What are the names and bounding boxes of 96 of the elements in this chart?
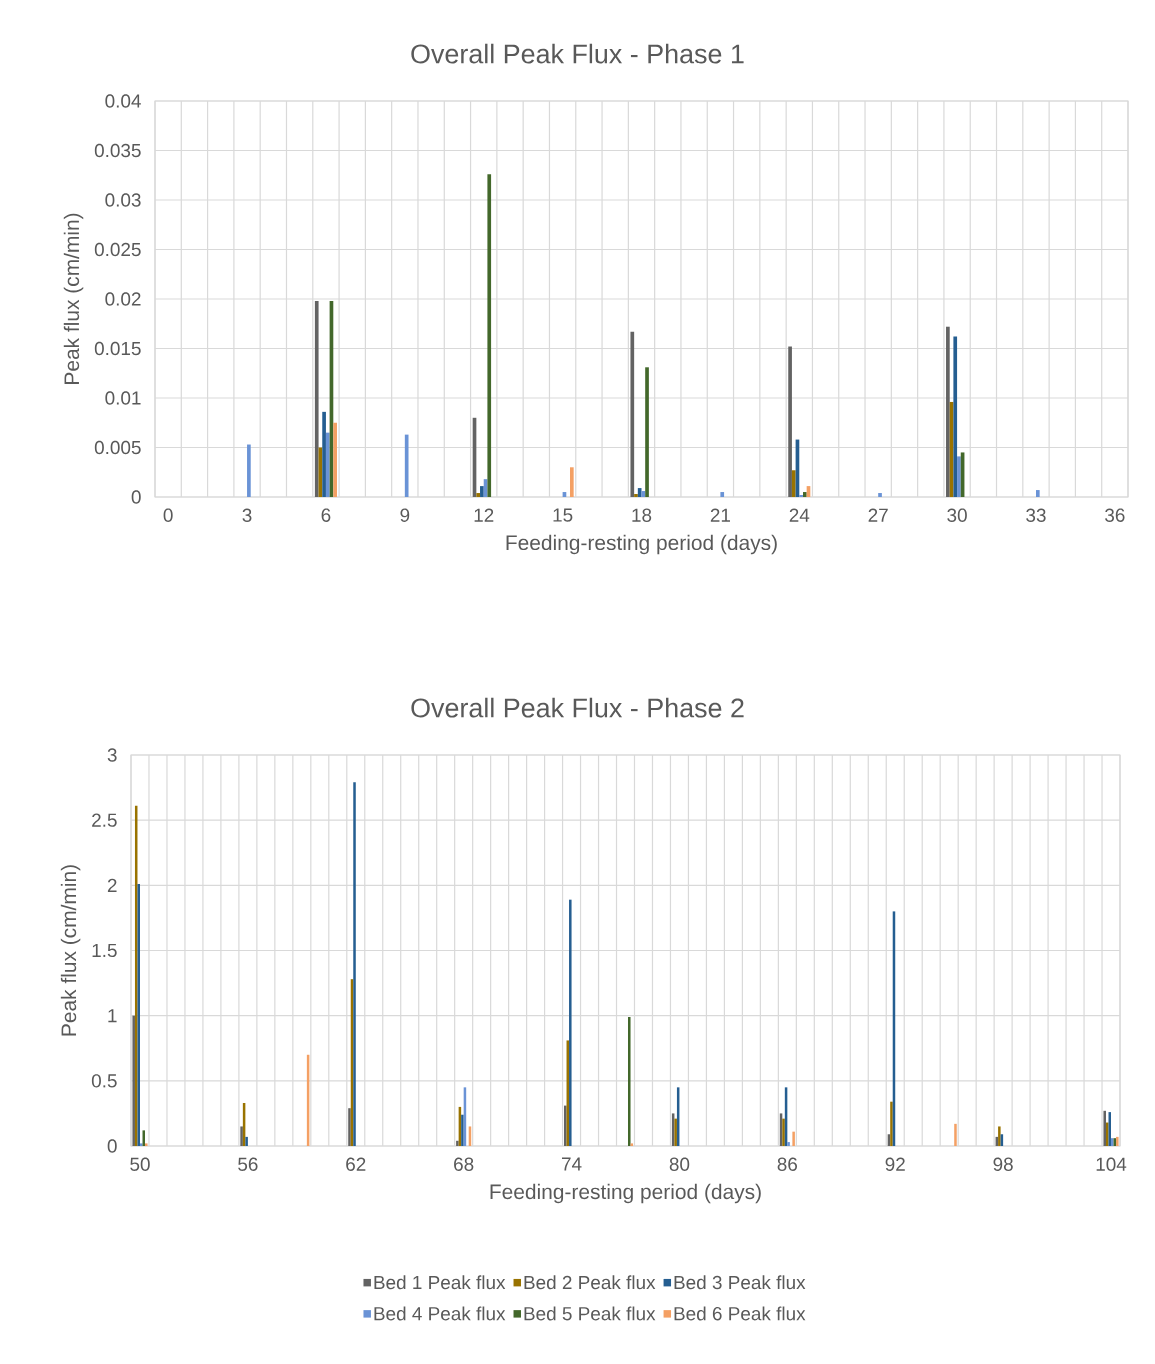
legend-label: Bed 2 Peak flux <box>524 1275 656 1290</box>
chart-title: Overall Peak Flux - Phase 1 <box>411 43 744 64</box>
bar <box>782 1118 785 1146</box>
y-tick-label: 0.005 <box>94 440 141 455</box>
x-tick-label: 27 <box>868 508 888 522</box>
bar <box>353 782 356 1146</box>
x-tick-label: 24 <box>789 508 810 522</box>
y-tick-label: 2 <box>107 878 117 892</box>
bar <box>1035 490 1040 497</box>
bar <box>325 432 330 497</box>
bar <box>946 326 950 497</box>
bar <box>137 884 140 1146</box>
bar <box>145 1143 148 1146</box>
legend-label: Bed 4 Peak flux <box>374 1306 506 1321</box>
x-tick-label: 33 <box>1026 508 1046 522</box>
bar <box>476 493 481 497</box>
y-tick-label: 0.035 <box>94 143 141 158</box>
x-tick-label: 3 <box>242 508 252 522</box>
legend-label: Bed 1 Peak flux <box>374 1275 506 1290</box>
y-tick-label: 0 <box>131 490 141 504</box>
bar <box>139 1143 143 1146</box>
bar <box>456 1140 459 1146</box>
y-tick-label: 0 <box>107 1139 117 1153</box>
bar <box>802 492 807 497</box>
y-tick-label: 0.04 <box>105 94 141 108</box>
bar <box>1105 1122 1109 1146</box>
y-tick-label: 0.03 <box>105 193 141 207</box>
y-tick-label: 0.015 <box>94 341 141 356</box>
y-tick-label: 2.5 <box>92 813 117 827</box>
bar <box>348 1108 351 1146</box>
bar <box>953 336 958 497</box>
bar <box>1103 1110 1106 1146</box>
bar <box>404 434 409 497</box>
bar <box>333 422 337 497</box>
bar <box>634 494 638 497</box>
x-tick-label: 80 <box>669 1157 690 1171</box>
bar <box>954 1123 957 1146</box>
x-tick-label: 30 <box>947 508 967 522</box>
bar <box>322 411 326 497</box>
bar <box>564 1105 567 1146</box>
bar <box>791 470 796 497</box>
x-tick-label: 92 <box>885 1157 905 1171</box>
legend-label: Bed 3 Peak flux <box>674 1275 806 1290</box>
y-tick-label: 0.5 <box>91 1074 117 1088</box>
bar <box>957 456 961 497</box>
legend-label: Bed 6 Peak flux <box>674 1306 806 1321</box>
y-tick-label: 0.02 <box>105 292 141 306</box>
bar <box>878 493 882 497</box>
x-tick-label: 36 <box>1105 508 1125 522</box>
bar <box>247 444 251 497</box>
x-axis-title: Feeding-resting period (days) <box>490 1183 761 1204</box>
bar <box>637 488 642 497</box>
bar <box>480 486 484 497</box>
x-tick-label: 0 <box>163 508 173 522</box>
chart-title: Overall Peak Flux - Phase 2 <box>411 697 744 718</box>
bar <box>630 331 635 497</box>
bar <box>132 1015 135 1146</box>
x-tick-label: 9 <box>400 508 410 522</box>
bar <box>628 1016 631 1146</box>
x-axis-title: Feeding-resting period (days) <box>506 534 777 555</box>
bar <box>792 1131 795 1146</box>
y-axis-title: Peak flux (cm/min) <box>60 865 81 1036</box>
bar <box>245 1136 248 1146</box>
bar <box>788 346 792 497</box>
x-tick-label: 86 <box>777 1157 798 1171</box>
x-tick-label: 15 <box>553 508 573 522</box>
bar <box>720 492 725 497</box>
bar <box>314 300 319 497</box>
x-tick-label: 74 <box>562 1157 582 1171</box>
bar <box>240 1126 243 1146</box>
x-tick-label: 50 <box>130 1157 150 1171</box>
legend-label: Bed 5 Peak flux <box>524 1306 656 1321</box>
x-tick-label: 12 <box>474 508 494 522</box>
bar <box>461 1114 464 1146</box>
x-tick-label: 6 <box>321 508 331 522</box>
bar <box>569 467 574 497</box>
x-tick-label: 98 <box>993 1157 1013 1171</box>
x-tick-label: 21 <box>710 508 730 522</box>
bar <box>998 1126 1001 1146</box>
bar <box>487 174 492 497</box>
x-tick-label: 18 <box>632 508 652 522</box>
x-tick-label: 56 <box>238 1157 258 1171</box>
bar <box>787 1142 790 1146</box>
y-tick-label: 1 <box>108 1009 117 1023</box>
bar <box>890 1101 893 1146</box>
bar <box>645 367 649 497</box>
y-axis-title: Peak flux (cm/min) <box>63 213 84 384</box>
bar <box>569 899 572 1146</box>
bar <box>674 1118 677 1146</box>
y-tick-label: 0.01 <box>105 391 141 405</box>
x-tick-label: 68 <box>454 1157 474 1171</box>
y-tick-label: 1.5 <box>92 943 117 958</box>
x-tick-label: 62 <box>346 1157 366 1171</box>
x-tick-label: 104 <box>1096 1157 1127 1171</box>
y-tick-label: 3 <box>107 748 117 762</box>
y-tick-label: 0.025 <box>94 242 141 257</box>
